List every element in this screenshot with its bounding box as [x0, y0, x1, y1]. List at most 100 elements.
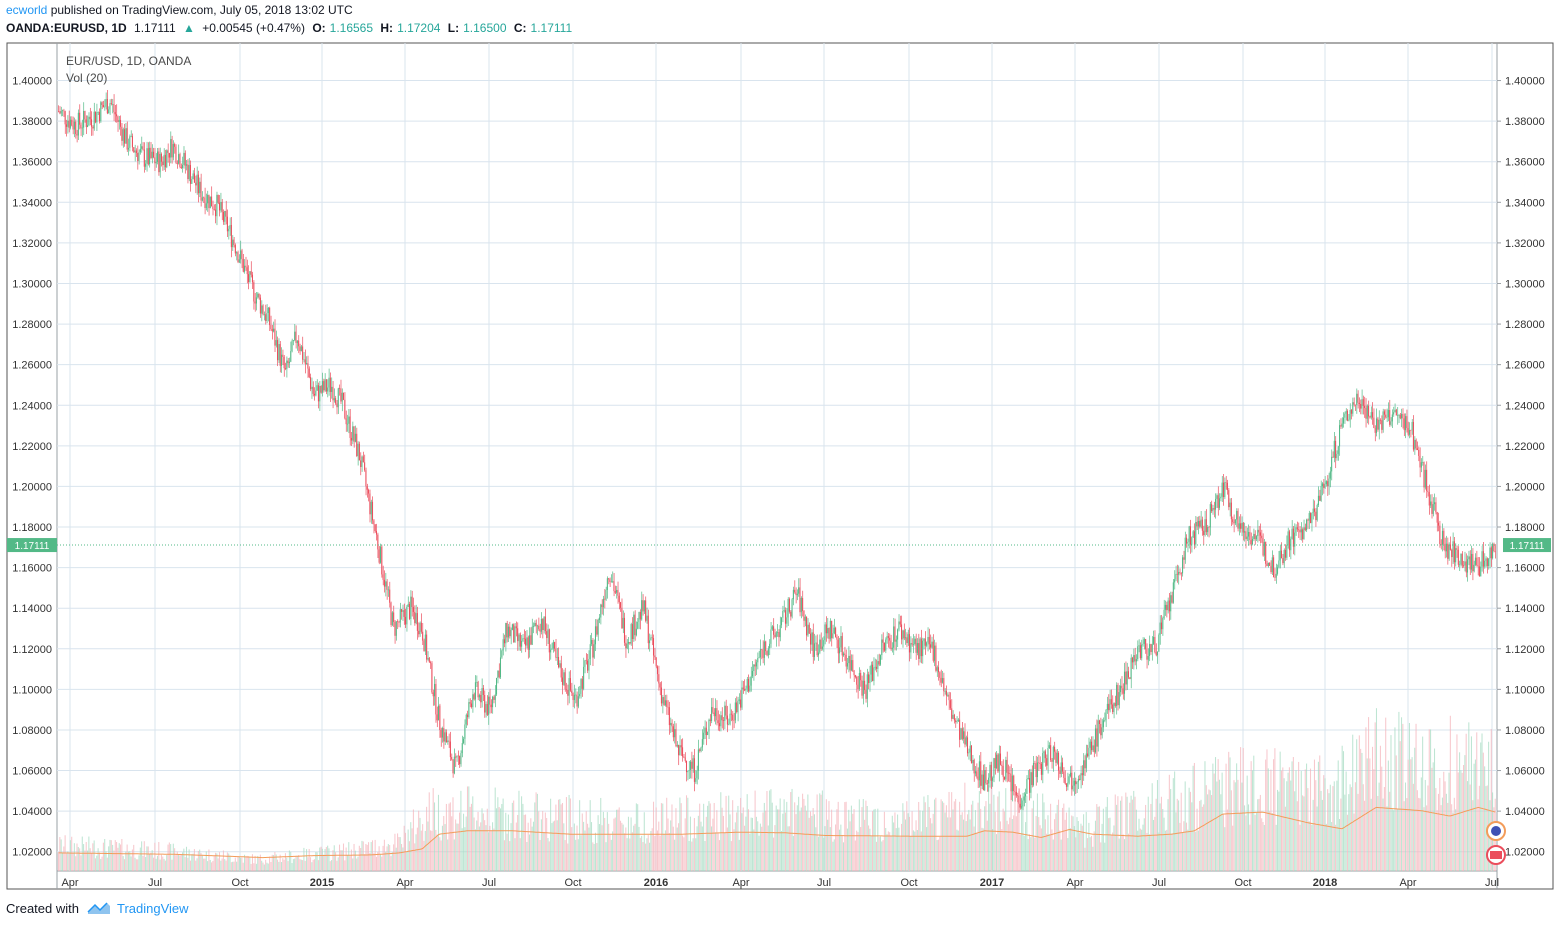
candle-body [808, 624, 810, 634]
volume-bar [207, 861, 209, 871]
volume-bar [1265, 759, 1267, 871]
candle-body [1009, 773, 1011, 774]
volume-bar [1139, 828, 1141, 871]
volume-bar [1311, 824, 1313, 871]
candle-body [1440, 543, 1442, 545]
candle-body [1339, 425, 1341, 447]
candle-body [440, 729, 442, 738]
volume-bar [216, 853, 218, 871]
volume-bar [303, 847, 305, 871]
candle-body [778, 631, 780, 638]
volume-bar [468, 786, 470, 871]
volume-bar [266, 862, 268, 871]
volume-bar [346, 855, 348, 871]
candle-body [319, 385, 321, 402]
volume-bar [158, 842, 160, 871]
candle-body [647, 615, 649, 644]
volume-bar [270, 862, 272, 871]
volume-bar [242, 862, 244, 871]
volume-bar [736, 812, 738, 871]
volume-bar [762, 812, 764, 871]
volume-bar [255, 863, 257, 871]
candle-body [1212, 508, 1214, 512]
volume-bar [1394, 727, 1396, 871]
volume-bar [1142, 824, 1144, 871]
candle-body [1410, 430, 1412, 431]
volume-bar [579, 800, 581, 871]
volume-bar [1118, 838, 1120, 871]
volume-bar [420, 830, 422, 871]
candle-body [1271, 557, 1273, 573]
candle-body [713, 712, 715, 717]
last-price-tag-left [7, 538, 57, 553]
volume-bar [1217, 759, 1219, 871]
candle-body [1209, 504, 1211, 528]
volume-bar [961, 812, 963, 871]
candle-body [1456, 548, 1458, 550]
candle-body [707, 731, 709, 735]
volume-bar [829, 827, 831, 871]
volume-bar [1433, 748, 1436, 871]
volume-bar [1488, 741, 1490, 871]
volume-bar [336, 860, 338, 871]
volume-bar [540, 819, 542, 871]
volume-bar [123, 859, 126, 871]
candle-body [614, 591, 616, 593]
volume-bar [590, 822, 593, 871]
candle-body [1254, 533, 1256, 540]
volume-bar [59, 837, 61, 871]
candle-body [123, 129, 126, 144]
candle-body [605, 589, 607, 600]
candle-body [1233, 522, 1235, 524]
candle-body [1123, 671, 1126, 694]
author-link[interactable]: ecworld [6, 3, 48, 17]
volume-bar [1069, 828, 1071, 871]
candle-body [394, 621, 396, 636]
volume-bar [1017, 802, 1019, 871]
candle-body [655, 657, 657, 667]
candle-body [1249, 531, 1251, 541]
candle-body [278, 344, 280, 361]
volume-bar [1214, 757, 1217, 871]
volume-bar [839, 829, 841, 871]
candle-body [331, 386, 333, 392]
candle-body [420, 622, 422, 632]
candle-body [1390, 421, 1392, 425]
candle-body [539, 629, 541, 632]
volume-bar [1063, 803, 1065, 871]
candle-body [350, 437, 352, 441]
candle-body [612, 581, 614, 582]
volume-bar [936, 840, 938, 871]
candle-body [1332, 456, 1334, 458]
candle-body [953, 714, 955, 721]
candle-body [714, 708, 717, 717]
volume-bar [287, 861, 289, 871]
tradingview-link[interactable]: TradingView [116, 900, 189, 916]
volume-bar [610, 839, 612, 871]
candle-body [357, 443, 359, 457]
price-change: +0.00545 (+0.47%) [202, 21, 305, 35]
candle-body [166, 150, 168, 168]
candle-body [901, 624, 903, 640]
volume-bar [393, 844, 395, 871]
candle-body [371, 501, 374, 521]
volume-bar [1292, 757, 1294, 871]
candle-body [1040, 763, 1042, 775]
candle-body [428, 657, 430, 663]
y-tick-label-right: 1.10000 [1505, 684, 1545, 696]
volume-bar [1176, 798, 1178, 871]
volume-bar [870, 836, 872, 871]
candle-body [762, 649, 764, 658]
candle-body [796, 593, 798, 596]
y-tick-label-right: 1.14000 [1505, 603, 1545, 615]
volume-bar [569, 798, 571, 871]
volume-bar [1079, 832, 1081, 871]
volume-ma-line [58, 806, 1496, 859]
candle-body [812, 632, 814, 657]
volume-bar [1158, 832, 1160, 871]
volume-bar [155, 858, 157, 871]
candle-body [961, 728, 963, 739]
candle-body [1069, 772, 1071, 777]
candle-body [497, 670, 499, 679]
